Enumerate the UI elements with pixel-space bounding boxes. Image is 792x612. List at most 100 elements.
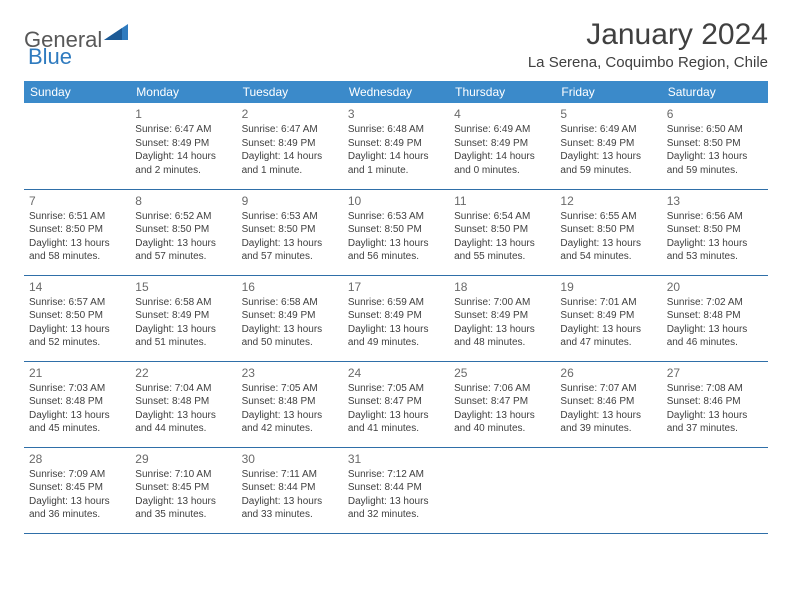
brand-triangle-icon [104,24,128,45]
brand-text-blue: Blue [28,44,72,70]
sunset-line: Sunset: 8:50 PM [560,223,656,237]
day-header: Wednesday [343,81,449,103]
location-subtitle: La Serena, Coquimbo Region, Chile [528,54,768,71]
sunrise-line: Sunrise: 7:08 AM [667,382,763,396]
daylight-line: Daylight: 13 hours and 39 minutes. [560,409,656,436]
day-number: 9 [242,193,338,209]
day-number: 7 [29,193,125,209]
daylight-line: Daylight: 13 hours and 33 minutes. [242,495,338,522]
day-number: 11 [454,193,550,209]
daylight-line: Daylight: 13 hours and 40 minutes. [454,409,550,436]
sunrise-line: Sunrise: 6:47 AM [135,123,231,137]
day-number: 24 [348,365,444,381]
calendar-day-cell: 15Sunrise: 6:58 AMSunset: 8:49 PMDayligh… [130,275,236,361]
calendar-day-cell: 17Sunrise: 6:59 AMSunset: 8:49 PMDayligh… [343,275,449,361]
day-header-row: SundayMondayTuesdayWednesdayThursdayFrid… [24,81,768,103]
calendar-week-row: 7Sunrise: 6:51 AM Sunset: 8:50 PM Daylight… [24,189,768,275]
sunset-line: Sunset: 8:44 PM [242,481,338,495]
sunset-line: Sunset: 8:44 PM [348,481,444,495]
day-header: Tuesday [237,81,343,103]
calendar-day-cell: 10Sunrise: 6:53 AMSunset: 8:50 PMDayligh… [343,189,449,275]
day-number: 15 [135,279,231,295]
sunset-line: Sunset: 8:50 PM [242,223,338,237]
day-number: 14 [29,279,125,295]
calendar-day-cell: 31Sunrise: 7:12 AMSunset: 8:44 PMDayligh… [343,447,449,533]
calendar-day-cell: 30Sunrise: 7:11 AMSunset: 8:44 PMDayligh… [237,447,343,533]
calendar-day-cell: 24Sunrise: 7:05 AMSunset: 8:47 PMDayligh… [343,361,449,447]
day-number: 4 [454,106,550,122]
calendar-day-cell: 7Sunrise: 6:51 AMSunset: 8:50 PMDaylight… [24,189,130,275]
daylight-line: Daylight: 13 hours and 45 minutes. [29,409,125,436]
sunrise-line: Sunrise: 7:04 AM [135,382,231,396]
sunrise-line: Sunrise: 7:09 AM [29,468,125,482]
month-title: January 2024 [528,18,768,52]
day-number: 29 [135,451,231,467]
day-number: 12 [560,193,656,209]
daylight-line: Daylight: 13 hours and 36 minutes. [29,495,125,522]
sunrise-line: Sunrise: 6:48 AM [348,123,444,137]
calendar-head: SundayMondayTuesdayWednesdayThursdayFrid… [24,81,768,103]
day-number: 8 [135,193,231,209]
sunset-line: Sunset: 8:48 PM [135,395,231,409]
daylight-line: Daylight: 13 hours and 44 minutes. [135,409,231,436]
sunset-line: Sunset: 8:47 PM [454,395,550,409]
calendar-day-cell: 19Sunrise: 7:01 AMSunset: 8:49 PMDayligh… [555,275,661,361]
calendar-day-cell: 27Sunrise: 7:08 AMSunset: 8:46 PMDayligh… [662,361,768,447]
calendar-day-cell: 9Sunrise: 6:53 AMSunset: 8:50 PMDaylight… [237,189,343,275]
calendar-body: 1Sunrise: 6:47 AMSunset: 8:49 PMDaylight… [24,103,768,533]
sunrise-line: Sunrise: 6:58 AM [242,296,338,310]
calendar-day-cell: 1Sunrise: 6:47 AMSunset: 8:49 PMDaylight… [130,103,236,189]
sunrise-line: Sunrise: 6:59 AM [348,296,444,310]
daylight-line: Daylight: 13 hours and 32 minutes. [348,495,444,522]
sunset-line: Sunset: 8:49 PM [135,137,231,151]
calendar-day-cell: 28Sunrise: 7:09 AMSunset: 8:45 PMDayligh… [24,447,130,533]
daylight-line: Daylight: 14 hours and 1 minute. [348,150,444,177]
calendar-day-cell: 5Sunrise: 6:49 AMSunset: 8:49 PMDaylight… [555,103,661,189]
calendar-day-cell: 23Sunrise: 7:05 AMSunset: 8:48 PMDayligh… [237,361,343,447]
calendar-day-cell [24,103,130,189]
sunset-line: Sunset: 8:49 PM [560,137,656,151]
calendar-day-cell: 21Sunrise: 7:03 AMSunset: 8:48 PMDayligh… [24,361,130,447]
sunrise-line: Sunrise: 6:57 AM [29,296,125,310]
sunrise-line: Sunrise: 6:52 AM [135,210,231,224]
calendar-day-cell: 16Sunrise: 6:58 AMSunset: 8:49 PMDayligh… [237,275,343,361]
sunrise-line: Sunrise: 7:07 AM [560,382,656,396]
sunset-line: Sunset: 8:45 PM [29,481,125,495]
sunset-line: Sunset: 8:49 PM [560,309,656,323]
daylight-line: Daylight: 14 hours and 2 minutes. [135,150,231,177]
calendar-week-row: 28Sunrise: 7:09 AMSunset: 8:45 PMDayligh… [24,447,768,533]
sunrise-line: Sunrise: 6:53 AM [348,210,444,224]
day-number: 25 [454,365,550,381]
day-number: 1 [135,106,231,122]
daylight-line: Daylight: 13 hours and 52 minutes. [29,323,125,350]
sunset-line: Sunset: 8:50 PM [667,137,763,151]
title-block: January 2024 La Serena, Coquimbo Region,… [528,18,768,71]
day-number: 2 [242,106,338,122]
calendar-day-cell: 25Sunrise: 7:06 AMSunset: 8:47 PMDayligh… [449,361,555,447]
daylight-line: Daylight: 13 hours and 47 minutes. [560,323,656,350]
calendar-day-cell: 22Sunrise: 7:04 AMSunset: 8:48 PMDayligh… [130,361,236,447]
sunset-line: Sunset: 8:49 PM [348,137,444,151]
daylight-line: Daylight: 14 hours and 0 minutes. [454,150,550,177]
daylight-line: Daylight: 13 hours and 41 minutes. [348,409,444,436]
sunset-line: Sunset: 8:48 PM [242,395,338,409]
day-number: 5 [560,106,656,122]
calendar-day-cell: 26Sunrise: 7:07 AMSunset: 8:46 PMDayligh… [555,361,661,447]
sunset-line: Sunset: 8:49 PM [135,309,231,323]
day-number: 6 [667,106,763,122]
calendar-week-row: 1Sunrise: 6:47 AMSunset: 8:49 PMDaylight… [24,103,768,189]
day-number: 31 [348,451,444,467]
daylight-line: Daylight: 13 hours and 59 minutes. [667,150,763,177]
calendar-day-cell [449,447,555,533]
sunset-line: Sunset: 8:49 PM [454,309,550,323]
sunset-line: Sunset: 8:49 PM [242,137,338,151]
sunset-line: Sunset: 8:47 PM [348,395,444,409]
calendar-day-cell: 8Sunrise: 6:52 AMSunset: 8:50 PMDaylight… [130,189,236,275]
daylight-line: Daylight: 13 hours and 42 minutes. [242,409,338,436]
sunrise-line: Sunrise: 6:51 AM [29,210,125,224]
daylight-line: Daylight: 13 hours and 58 minutes. [29,237,125,264]
sunrise-line: Sunrise: 6:53 AM [242,210,338,224]
sunrise-line: Sunrise: 7:11 AM [242,468,338,482]
daylight-line: Daylight: 13 hours and 55 minutes. [454,237,550,264]
day-header: Friday [555,81,661,103]
